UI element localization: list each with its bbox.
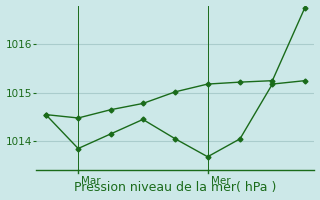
Text: Mer: Mer: [211, 176, 230, 186]
X-axis label: Pression niveau de la mer( hPa ): Pression niveau de la mer( hPa ): [74, 181, 276, 194]
Text: Mar: Mar: [81, 176, 101, 186]
